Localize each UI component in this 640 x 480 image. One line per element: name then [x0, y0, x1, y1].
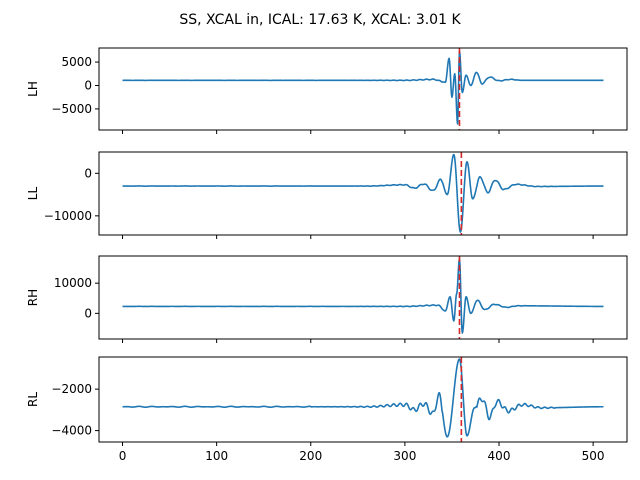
figure-title: SS, XCAL in, ICAL: 17.63 K, XCAL: 3.01 K	[179, 12, 461, 28]
axes-frame-rl	[98, 356, 628, 443]
y-axis-label: LL	[26, 187, 40, 201]
y-axis-label: LH	[26, 81, 40, 97]
y-tick-label: −4000	[51, 424, 92, 438]
y-tick-label: 0	[84, 166, 92, 180]
y-axis-label: RH	[26, 289, 40, 306]
x-tick-label: 0	[119, 449, 127, 463]
y-axis-label: RL	[26, 392, 40, 407]
y-tick-label: −5000	[51, 102, 92, 116]
series-line-ll	[122, 153, 604, 233]
x-tick-label: 500	[582, 449, 605, 463]
series-line-lh	[122, 50, 604, 125]
x-tick-label: 400	[488, 449, 511, 463]
y-tick-label: 10000	[54, 276, 92, 290]
subplot-rh: 0 10000 RH	[26, 255, 628, 343]
subplots: −500005000LH−100000LL010000RH−4000−20000…	[26, 47, 628, 463]
series-line-rl	[122, 358, 604, 438]
subplot-ll: −10000 0 LL	[26, 151, 628, 239]
subplot-lh: −5000 0 5000 LH	[26, 47, 628, 134]
axes-frame-rh	[98, 255, 628, 340]
y-tick-label: −10000	[44, 209, 92, 223]
y-tick-label: 0	[84, 306, 92, 320]
x-tick-label: 100	[205, 449, 228, 463]
axes-frame-lh	[98, 47, 628, 131]
x-tick-label: 200	[299, 449, 322, 463]
axes-frame-ll	[98, 151, 628, 236]
series-line-rh	[122, 258, 604, 334]
x-tick-label: 300	[393, 449, 416, 463]
y-tick-label: 0	[84, 78, 92, 92]
subplot-rl: −4000 −2000 0 100 200 300 400 500 RL	[26, 356, 628, 463]
y-tick-label: −2000	[51, 382, 92, 396]
y-tick-label: 5000	[61, 55, 92, 69]
